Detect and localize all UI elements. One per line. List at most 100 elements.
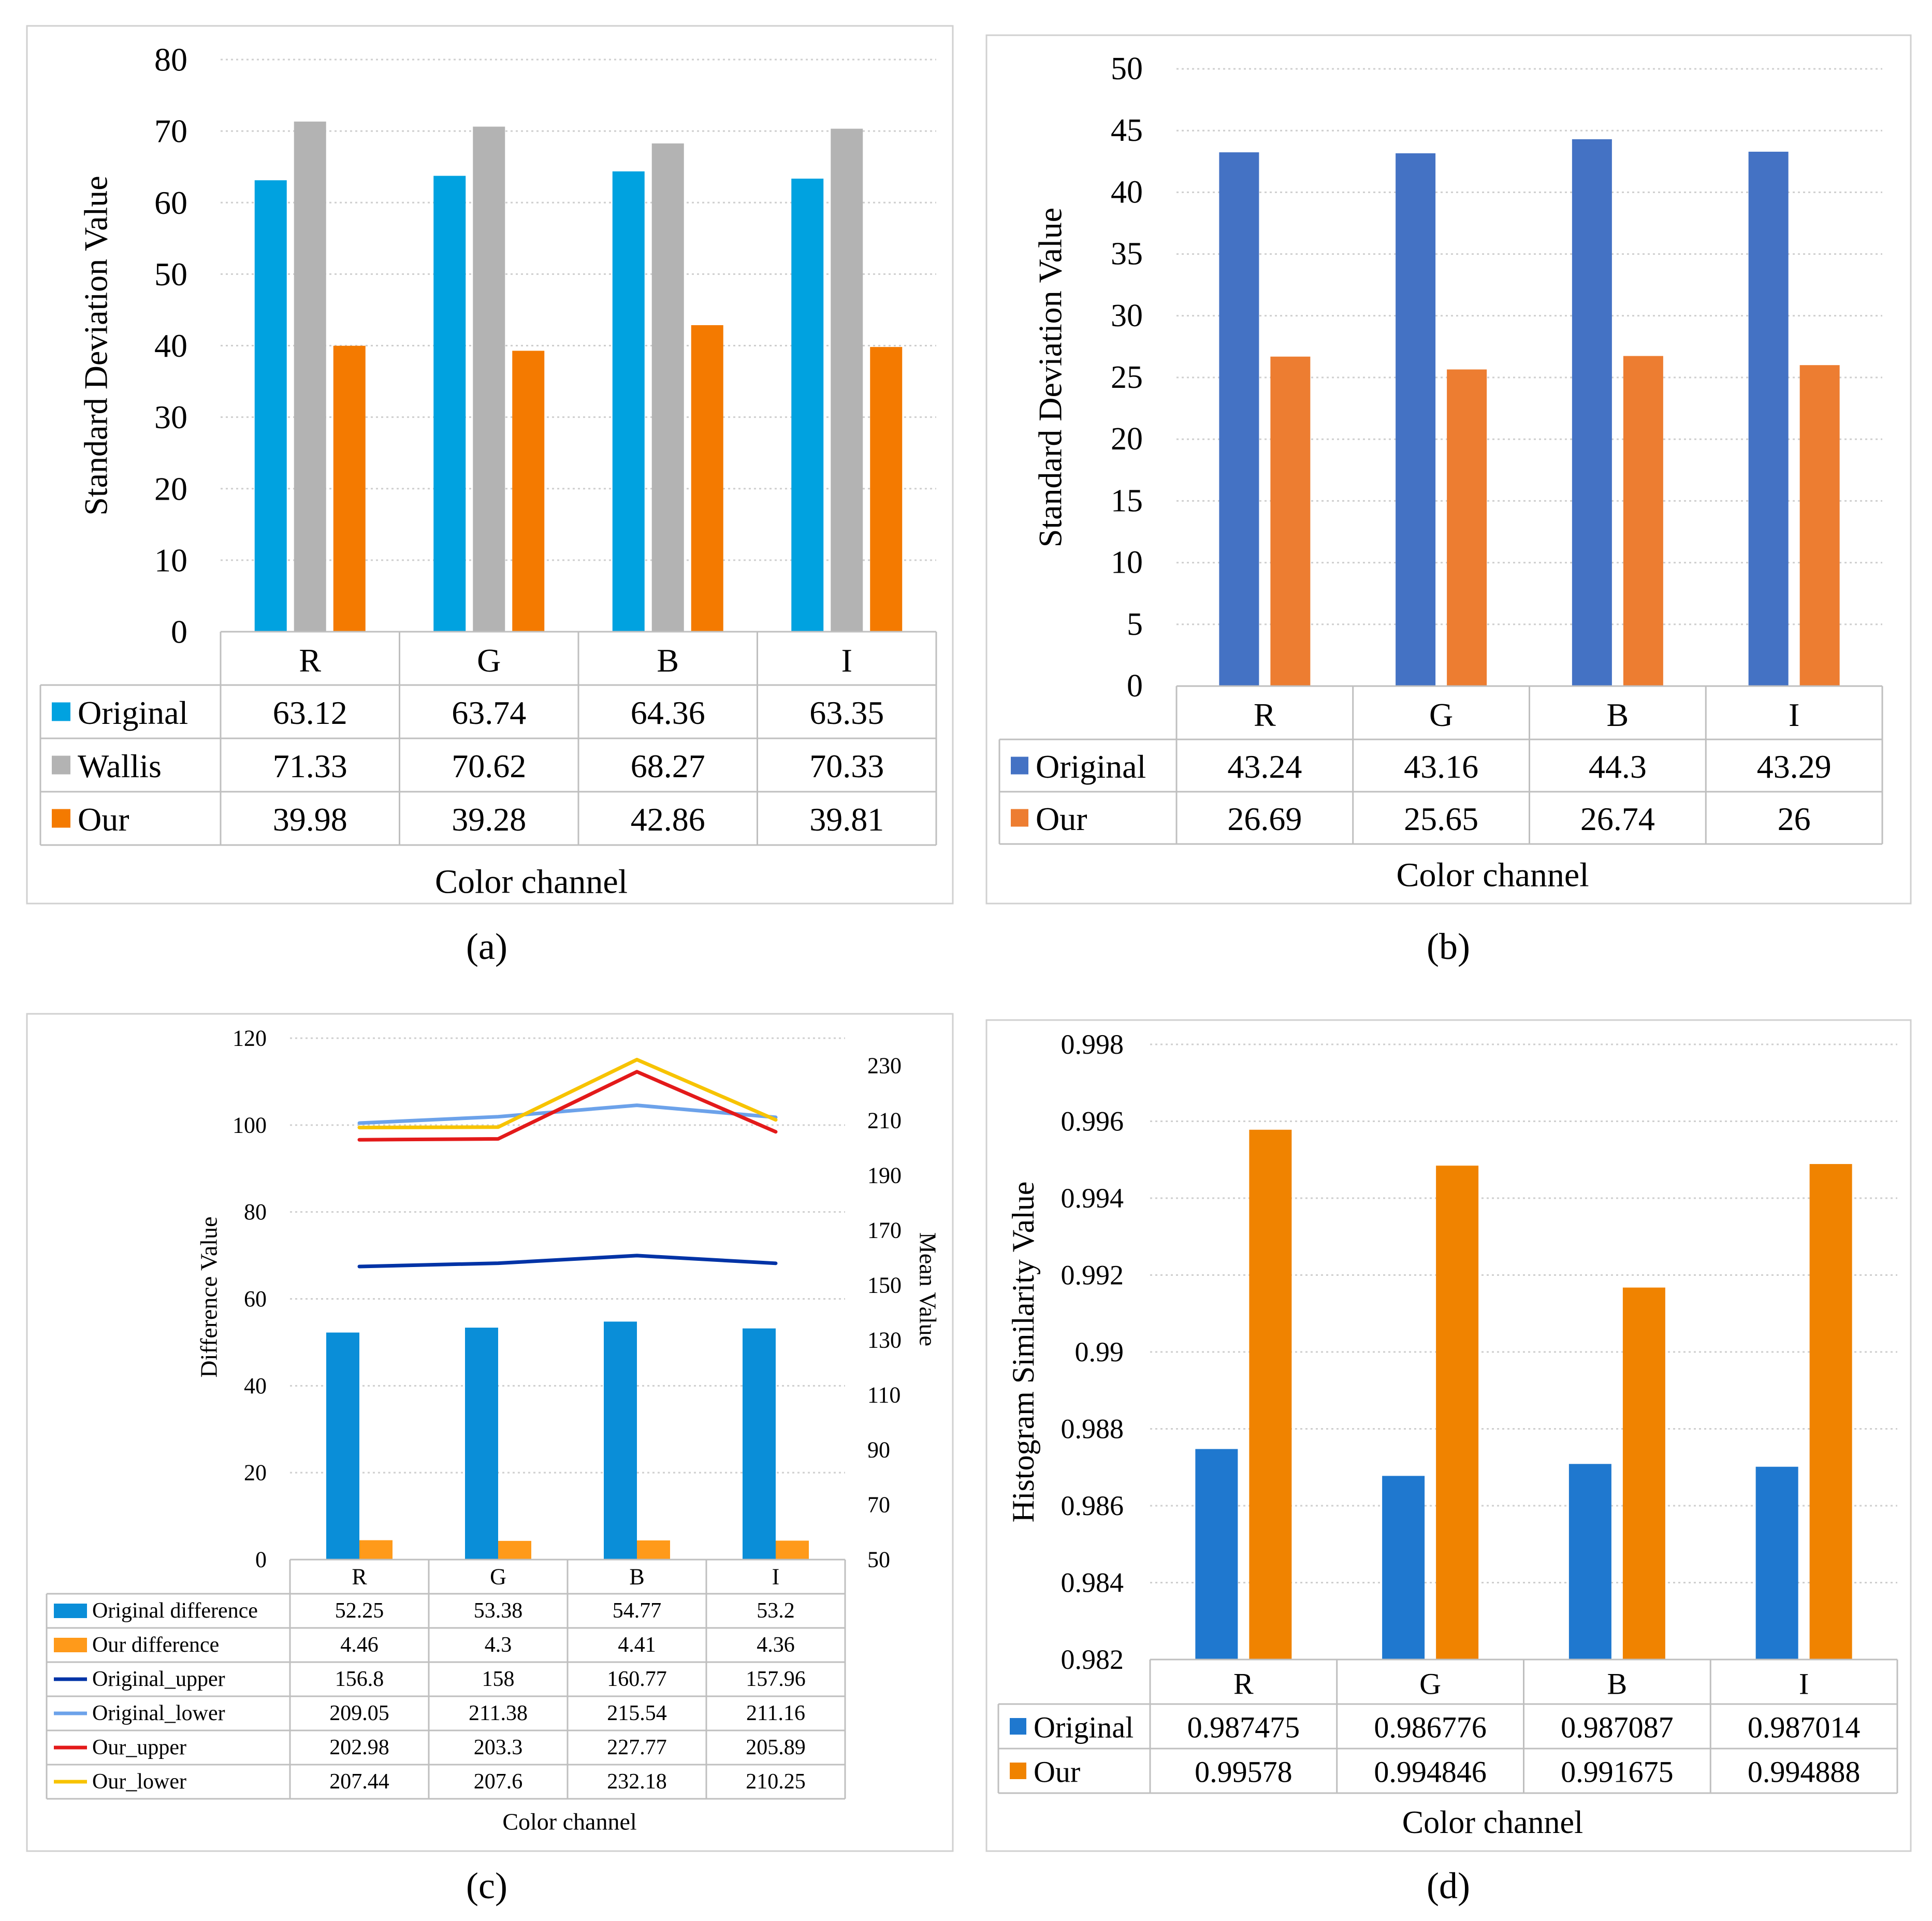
y-tick-label: 0.992 [1061, 1260, 1124, 1291]
legend-label: Our [78, 801, 129, 838]
legend-swatch [1010, 1763, 1026, 1779]
line-original-lower [357, 1103, 778, 1125]
bar-our-b [691, 325, 723, 632]
data-table-cell: 53.2 [757, 1599, 795, 1623]
data-table-cell: 26 [1778, 801, 1811, 837]
y-tick-label: 0.99 [1075, 1336, 1124, 1367]
bar-our-difference-i [776, 1540, 809, 1560]
bar-our-difference-r [359, 1540, 393, 1560]
bar-our-i [1809, 1164, 1852, 1660]
y-tick-label: 0.982 [1061, 1644, 1124, 1675]
category-label: R [1233, 1667, 1254, 1701]
data-table-cell: 0.99578 [1195, 1755, 1292, 1789]
bar-our-i [1799, 365, 1840, 686]
bar-our-g [1436, 1166, 1479, 1660]
chart-panel-d: 0.982 0.984 0.986 0.988 0.99 0.992 0.994 0.996 0… [985, 1019, 1912, 1907]
y-tick-label: 30 [154, 399, 187, 435]
data-table-cell: 68.27 [631, 748, 705, 784]
data-table-cell: 4.46 [340, 1633, 379, 1657]
panel-label: (a) [466, 926, 507, 967]
data-table-cell: 39.81 [809, 801, 884, 838]
data-table-cell: 64.36 [631, 694, 705, 731]
bar-wallis-b [651, 143, 684, 632]
legend-swatch [1010, 1718, 1026, 1735]
bar-our-difference-b [637, 1540, 670, 1560]
data-table-cell: 52.25 [335, 1599, 384, 1623]
category-label: R [352, 1564, 367, 1590]
y-tick-label: 80 [244, 1199, 267, 1225]
data-table-cell: 232.18 [607, 1770, 667, 1794]
bar-our-g [1447, 369, 1487, 686]
y-tick-label: 0 [255, 1547, 267, 1573]
category-label: I [1789, 696, 1799, 733]
bar-our-i [870, 347, 903, 632]
bar-our-difference-g [498, 1540, 531, 1560]
bar-original-i [1748, 151, 1789, 686]
y-tick-label: 20 [244, 1460, 267, 1486]
data-table-cell: 26.74 [1580, 801, 1655, 837]
y-tick-label: 25 [1111, 360, 1143, 395]
y2-tick-label: 110 [867, 1382, 900, 1408]
legend-swatch [54, 1604, 87, 1618]
y-axis-label: Standard Deviation Value [78, 176, 114, 515]
y2-tick-label: 150 [867, 1273, 902, 1298]
bar-wallis-r [294, 121, 326, 632]
legend-label: Wallis [78, 748, 162, 784]
legend-label: Our difference [92, 1633, 219, 1657]
data-table-cell: 205.89 [746, 1736, 806, 1759]
y-tick-label: 0.984 [1061, 1567, 1124, 1598]
y-axis-label: Difference Value [196, 1216, 222, 1377]
data-table-cell: 157.96 [746, 1667, 806, 1691]
y-tick-label: 10 [1111, 545, 1143, 580]
data-table-cell: 43.29 [1757, 748, 1832, 785]
legend-swatch [52, 809, 70, 828]
y2-tick-label: 90 [867, 1437, 890, 1463]
data-table-cell: 0.991675 [1561, 1755, 1674, 1789]
bar-original-i [1755, 1466, 1798, 1660]
bar-original-g [433, 176, 466, 632]
bar-our-r [333, 345, 366, 632]
data-table-cell: 0.994888 [1748, 1755, 1861, 1789]
y-tick-label: 60 [244, 1286, 267, 1312]
data-table-cell: 70.62 [452, 748, 526, 784]
bar-our-r [1249, 1129, 1292, 1660]
category-label: B [1607, 696, 1629, 733]
y2-axis-label: Mean Value [915, 1232, 941, 1346]
bar-wallis-g [473, 126, 505, 632]
data-table-cell: 0.986776 [1374, 1711, 1487, 1744]
x-axis-label: Color channel [1396, 856, 1589, 894]
data-table-cell: 43.16 [1404, 748, 1478, 785]
legend-swatch [54, 1638, 87, 1652]
bar-original-difference-r [326, 1332, 359, 1560]
y-tick-label: 50 [154, 256, 187, 293]
category-label: G [477, 642, 501, 679]
legend-label: Original [1034, 1711, 1134, 1744]
x-axis-label: Color channel [502, 1809, 636, 1835]
data-table-cell: 202.98 [329, 1736, 389, 1759]
data-table-cell: 54.77 [613, 1599, 662, 1623]
bar-original-i [791, 178, 824, 632]
category-label: I [841, 642, 852, 679]
y-tick-label: 20 [1111, 421, 1143, 457]
panel-label: (d) [1427, 1865, 1470, 1907]
y2-tick-label: 210 [867, 1108, 902, 1133]
data-table-cell: 26.69 [1227, 801, 1302, 837]
y-tick-label: 0.998 [1061, 1029, 1124, 1060]
line-our-lower [357, 1057, 778, 1130]
y-tick-label: 5 [1127, 607, 1143, 642]
category-label: G [490, 1564, 506, 1590]
data-table-cell: 71.33 [273, 748, 347, 784]
data-table-cell: 63.12 [273, 694, 347, 731]
legend-swatch [52, 755, 70, 775]
category-label: B [1607, 1667, 1628, 1701]
y-tick-label: 70 [154, 113, 187, 150]
y2-tick-label: 130 [867, 1328, 902, 1353]
bar-original-b [1572, 139, 1612, 687]
data-table-cell: 70.33 [809, 748, 884, 784]
y-tick-label: 100 [233, 1112, 267, 1138]
data-table-cell: 63.35 [809, 694, 884, 731]
data-table-cell: 42.86 [631, 801, 705, 838]
y2-tick-label: 50 [867, 1547, 890, 1573]
y-axis-label: Standard Deviation Value [1032, 208, 1069, 547]
